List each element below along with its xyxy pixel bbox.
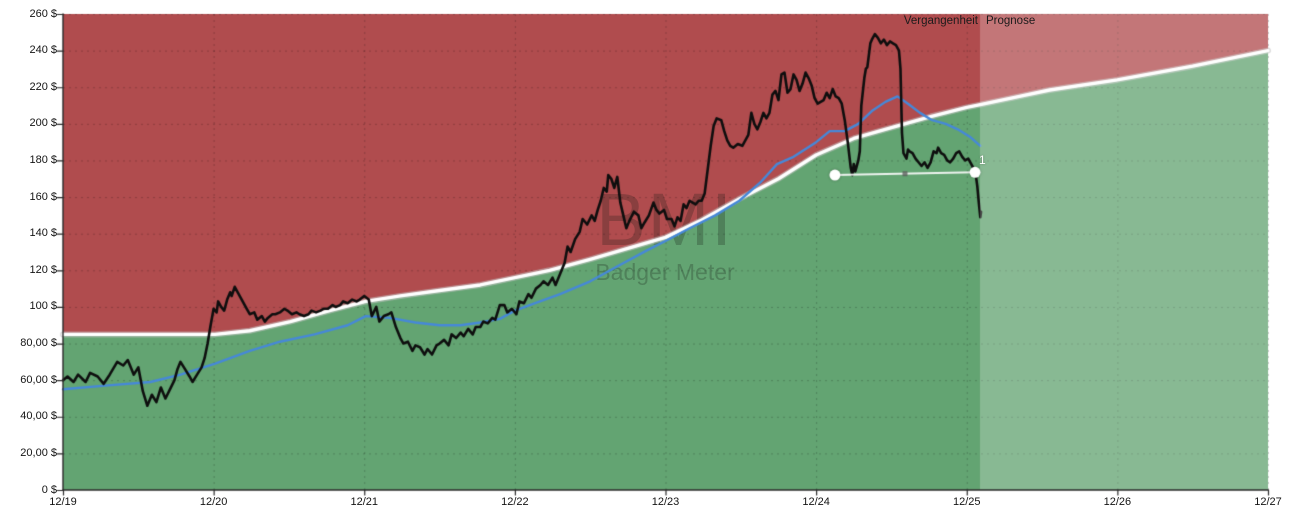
x-tick-label: 12/27	[1254, 496, 1282, 508]
y-tick-label: 60,00 $	[20, 373, 57, 386]
x-tick-label: 12/25	[952, 496, 981, 508]
y-tick-label: 200 $	[29, 117, 57, 130]
x-tick-label: 12/22	[501, 496, 529, 508]
y-tick-label: 0 $	[41, 483, 57, 496]
y-tick-label: 40,00 $	[20, 410, 57, 423]
y-tick-label: 140 $	[29, 227, 57, 240]
y-tick-label: 240 $	[29, 44, 57, 57]
annotation-point-label[interactable]: 1	[979, 153, 986, 167]
y-tick-label: 260 $	[29, 7, 57, 20]
x-tick-label: 12/19	[49, 496, 77, 508]
x-tick-label: 12/21	[350, 496, 379, 508]
y-tick-label: 120 $	[29, 263, 57, 276]
y-tick-label: 220 $	[29, 80, 57, 93]
x-tick-label: 12/24	[802, 496, 830, 508]
x-tick-label: 12/23	[651, 496, 680, 508]
x-tick-label: 12/26	[1103, 496, 1132, 508]
y-tick-label: 100 $	[29, 300, 57, 313]
forecast-region-label: Prognose	[986, 15, 1036, 27]
past-region-label: Vergangenheit	[903, 15, 978, 27]
x-tick-label: 12/20	[199, 496, 228, 508]
y-tick-label: 160 $	[29, 190, 57, 203]
y-tick-label: 80,00 $	[20, 337, 57, 350]
y-tick-label: 180 $	[29, 153, 57, 166]
y-tick-label: 20,00 $	[20, 446, 57, 459]
